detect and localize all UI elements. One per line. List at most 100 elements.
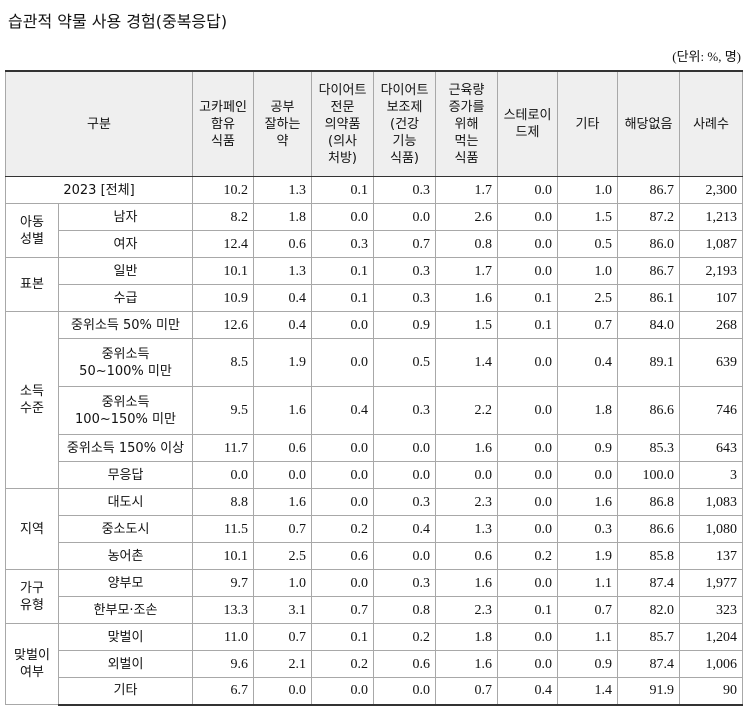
row-label: 남자 <box>57 203 194 231</box>
cell: 0.8 <box>435 230 499 258</box>
table-row: 맞벌이 여부 맞벌이 11.0 0.7 0.1 0.2 1.8 0.0 1.1 85.7 1,204 <box>5 623 744 705</box>
cell: 0.3 <box>373 284 437 312</box>
cell: 643 <box>679 434 744 462</box>
cell: 0.2 <box>311 650 375 678</box>
header-cell: 구분 <box>4 70 194 177</box>
cell: 1.3 <box>253 257 313 285</box>
table-row: 중위소득 100~150% 미만 9.5 1.6 0.4 0.3 2.2 0.0 1.8 86.… <box>6 386 744 435</box>
table-row: 중소도시 11.5 0.7 0.2 0.4 1.3 0.0 0.3 86.6 1,080 <box>6 515 744 543</box>
cell: 10.1 <box>192 542 255 570</box>
cell: 9.6 <box>192 650 255 678</box>
cell: 0.6 <box>311 542 375 570</box>
cell: 9.5 <box>192 386 255 435</box>
header-cell: 공부 잘하는 약 <box>253 70 313 177</box>
cell: 1.3 <box>435 515 499 543</box>
cell: 87.4 <box>617 650 681 678</box>
cell: 0.2 <box>311 515 375 543</box>
cell: 746 <box>679 386 744 435</box>
cell: 0.9 <box>557 650 619 678</box>
cell: 0.4 <box>253 311 313 339</box>
cell: 0.3 <box>373 386 437 435</box>
cell: 1.6 <box>435 434 499 462</box>
cell: 1.1 <box>557 569 619 597</box>
row-label: 한부모·조손 <box>57 596 194 624</box>
cell: 0.0 <box>497 203 559 231</box>
cell: 0.1 <box>311 176 375 204</box>
cell: 85.8 <box>617 542 681 570</box>
table-row: 여자 12.4 0.6 0.3 0.7 0.8 0.0 0.5 86.0 1,087 <box>6 230 744 258</box>
row-label: 무응답 <box>57 461 194 489</box>
cell: 0.4 <box>557 338 619 387</box>
row-label: 양부모 <box>57 569 194 597</box>
table-row: 농어촌 10.1 2.5 0.6 0.0 0.6 0.2 1.9 85.8 137 <box>6 542 744 570</box>
cell: 3.1 <box>253 596 313 624</box>
table-row: 지역 대도시 8.8 1.6 0.0 0.3 2.3 0.0 1.6 86.8 1,083 <box>5 488 744 570</box>
cell: 10.1 <box>192 257 255 285</box>
cell: 0.0 <box>253 461 313 489</box>
row-label: 2023 [전체] <box>4 176 194 204</box>
cell: 85.7 <box>617 623 681 651</box>
cell: 0.0 <box>373 461 437 489</box>
cell: 1.5 <box>435 311 499 339</box>
cell: 0.0 <box>497 230 559 258</box>
cell: 137 <box>679 542 744 570</box>
cell: 87.4 <box>617 569 681 597</box>
cell: 10.2 <box>192 176 255 204</box>
cell: 0.5 <box>373 338 437 387</box>
cell: 86.7 <box>617 176 681 204</box>
cell: 0.3 <box>373 176 437 204</box>
row-label: 맞벌이 <box>57 623 194 651</box>
cell: 2,193 <box>679 257 744 285</box>
cell: 2.2 <box>435 386 499 435</box>
header-cell: 근육량 증가를 위해 먹는 식품 <box>435 70 499 177</box>
header-cell: 다이어트 전문 의약품 (의사 처방) <box>311 70 375 177</box>
cell: 0.0 <box>497 434 559 462</box>
cell: 1,083 <box>679 488 744 516</box>
cell: 0.0 <box>311 338 375 387</box>
table-row: 아동 성별 남자 8.2 1.8 0.0 0.0 2.6 0.0 1.5 87.2 1,213 <box>5 203 744 258</box>
cell: 0.7 <box>557 596 619 624</box>
row-label: 중위소득 100~150% 미만 <box>57 386 194 435</box>
cell: 0.0 <box>497 461 559 489</box>
header-cell: 해당없음 <box>617 70 681 177</box>
cell: 100.0 <box>617 461 681 489</box>
cell: 1,977 <box>679 569 744 597</box>
cell: 1.7 <box>435 257 499 285</box>
cell: 86.6 <box>617 515 681 543</box>
cell: 0.1 <box>311 257 375 285</box>
unit-note: (단위: %, 명) <box>672 49 741 64</box>
cell: 1.8 <box>253 203 313 231</box>
cell: 89.1 <box>617 338 681 387</box>
cell: 0.0 <box>497 515 559 543</box>
cell: 0.9 <box>373 311 437 339</box>
cell: 86.8 <box>617 488 681 516</box>
cell: 8.8 <box>192 488 255 516</box>
cell: 0.8 <box>373 596 437 624</box>
cell: 0.0 <box>192 461 255 489</box>
group-label: 맞벌이 여부 <box>5 623 59 705</box>
cell: 1.7 <box>435 176 499 204</box>
cell: 8.5 <box>192 338 255 387</box>
cell: 0.0 <box>557 461 619 489</box>
cell: 0.5 <box>557 230 619 258</box>
cell: 0.6 <box>253 230 313 258</box>
row-label: 외벌이 <box>57 650 194 678</box>
cell: 13.3 <box>192 596 255 624</box>
cell: 0.0 <box>311 434 375 462</box>
row-label: 기타 <box>57 677 194 706</box>
table-row: 한부모·조손 13.3 3.1 0.7 0.8 2.3 0.1 0.7 82.0 323 <box>6 596 744 624</box>
row-label: 대도시 <box>57 488 194 516</box>
cell: 2.3 <box>435 596 499 624</box>
page-title: 습관적 약물 사용 경험(중복응답) <box>8 12 228 31</box>
cell: 0.3 <box>311 230 375 258</box>
cell: 2.5 <box>557 284 619 312</box>
cell: 86.1 <box>617 284 681 312</box>
cell: 0.3 <box>373 569 437 597</box>
cell: 9.7 <box>192 569 255 597</box>
cell: 6.7 <box>192 677 255 706</box>
cell: 1.0 <box>557 176 619 204</box>
cell: 10.9 <box>192 284 255 312</box>
cell: 84.0 <box>617 311 681 339</box>
cell: 86.7 <box>617 257 681 285</box>
cell: 2.1 <box>253 650 313 678</box>
